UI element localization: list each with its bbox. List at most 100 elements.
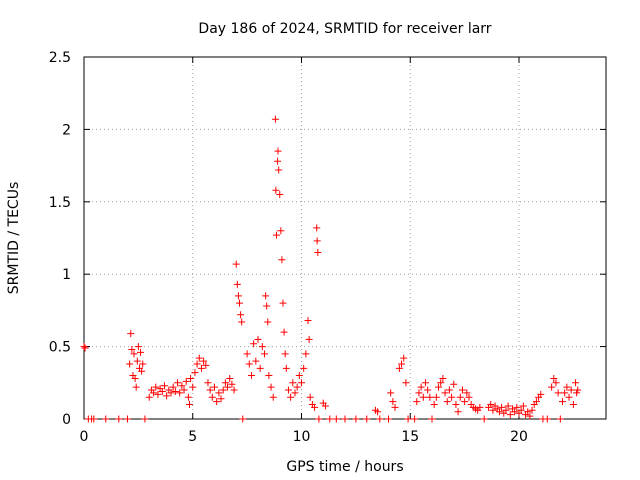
- data-point: [402, 379, 410, 387]
- data-point: [81, 344, 89, 352]
- data-point: [489, 406, 497, 414]
- data-point: [574, 386, 582, 394]
- data-point: [221, 379, 229, 387]
- y-axis-label: SRMTID / TECUs: [6, 182, 22, 295]
- data-point: [132, 383, 140, 391]
- data-point: [441, 389, 449, 397]
- data-point: [376, 415, 384, 423]
- data-point: [550, 374, 558, 382]
- data-point: [565, 393, 573, 401]
- data-point: [439, 374, 447, 382]
- y-tick-label: 2.5: [49, 50, 71, 66]
- data-point: [461, 398, 469, 406]
- data-point: [306, 393, 314, 401]
- data-point: [341, 415, 349, 423]
- data-point: [158, 387, 166, 395]
- y-tick-label: 0: [62, 412, 71, 428]
- data-point: [567, 386, 575, 394]
- data-point: [182, 377, 190, 385]
- data-point: [448, 393, 456, 401]
- data-point: [263, 302, 271, 310]
- data-point: [243, 350, 251, 358]
- data-point: [413, 398, 421, 406]
- x-tick-label: 10: [293, 429, 311, 445]
- data-point: [495, 408, 503, 416]
- data-point: [313, 224, 321, 232]
- data-point: [456, 393, 464, 401]
- data-point: [171, 387, 179, 395]
- data-point: [289, 379, 297, 387]
- y-tick-label: 1: [62, 267, 71, 283]
- data-point: [428, 415, 436, 423]
- data-point: [138, 367, 146, 375]
- data-point: [180, 386, 188, 394]
- y-tick-label: 1.5: [49, 195, 71, 211]
- data-point: [563, 383, 571, 391]
- data-point: [150, 389, 158, 397]
- data-point: [275, 166, 283, 174]
- data-point: [559, 398, 566, 406]
- data-point: [277, 227, 285, 235]
- data-point: [232, 260, 240, 268]
- data-point: [417, 383, 425, 391]
- data-point: [435, 383, 443, 391]
- data-point: [256, 364, 264, 372]
- data-point: [128, 345, 136, 353]
- data-point: [193, 360, 201, 368]
- data-point: [517, 406, 525, 414]
- data-point: [480, 415, 488, 423]
- data-point: [184, 393, 192, 401]
- data-point: [295, 372, 303, 380]
- data-point: [245, 360, 253, 368]
- data-point: [300, 364, 308, 372]
- data-point: [133, 357, 141, 365]
- data-point: [280, 328, 288, 336]
- data-point: [258, 343, 266, 351]
- data-point: [233, 280, 241, 288]
- data-point: [426, 393, 434, 401]
- data-point: [502, 406, 510, 414]
- data-point: [572, 379, 580, 387]
- data-point: [254, 335, 262, 343]
- data-point: [141, 415, 149, 423]
- data-point: [304, 317, 312, 325]
- data-point: [265, 372, 273, 380]
- data-point: [217, 395, 225, 403]
- data-point: [291, 389, 299, 397]
- data-point: [537, 390, 545, 398]
- data-point: [252, 357, 260, 365]
- gridlines: [84, 57, 606, 419]
- data-point: [454, 408, 462, 416]
- data-point: [513, 403, 521, 411]
- data-point: [152, 383, 160, 391]
- data-point: [279, 299, 287, 307]
- data-point: [191, 369, 199, 377]
- data-point: [211, 383, 218, 391]
- data-point: [206, 386, 214, 394]
- data-point: [174, 379, 182, 387]
- data-point: [476, 403, 484, 411]
- data-point: [238, 318, 246, 326]
- data-point: [458, 386, 466, 394]
- data-point: [548, 383, 556, 391]
- data-point: [169, 383, 177, 391]
- x-tick-labels: 0 5 10 15 20: [80, 429, 528, 445]
- data-point: [215, 389, 223, 397]
- data-point: [130, 350, 138, 358]
- x-axis-label: GPS time / hours: [286, 459, 403, 475]
- data-point: [398, 360, 406, 368]
- data-point: [313, 237, 321, 245]
- data-point: [391, 403, 399, 411]
- data-point: [202, 361, 210, 369]
- data-point: [115, 415, 123, 423]
- data-point: [561, 389, 569, 397]
- chart-title: Day 186 of 2024, SRMTID for receiver lar…: [198, 21, 491, 37]
- x-tick-label: 5: [188, 429, 197, 445]
- data-point: [311, 403, 319, 411]
- data-point: [234, 292, 242, 300]
- data-point: [272, 186, 280, 194]
- data-point: [437, 379, 445, 387]
- data-point: [160, 382, 168, 390]
- data-point: [262, 292, 270, 300]
- data-point: [278, 256, 286, 264]
